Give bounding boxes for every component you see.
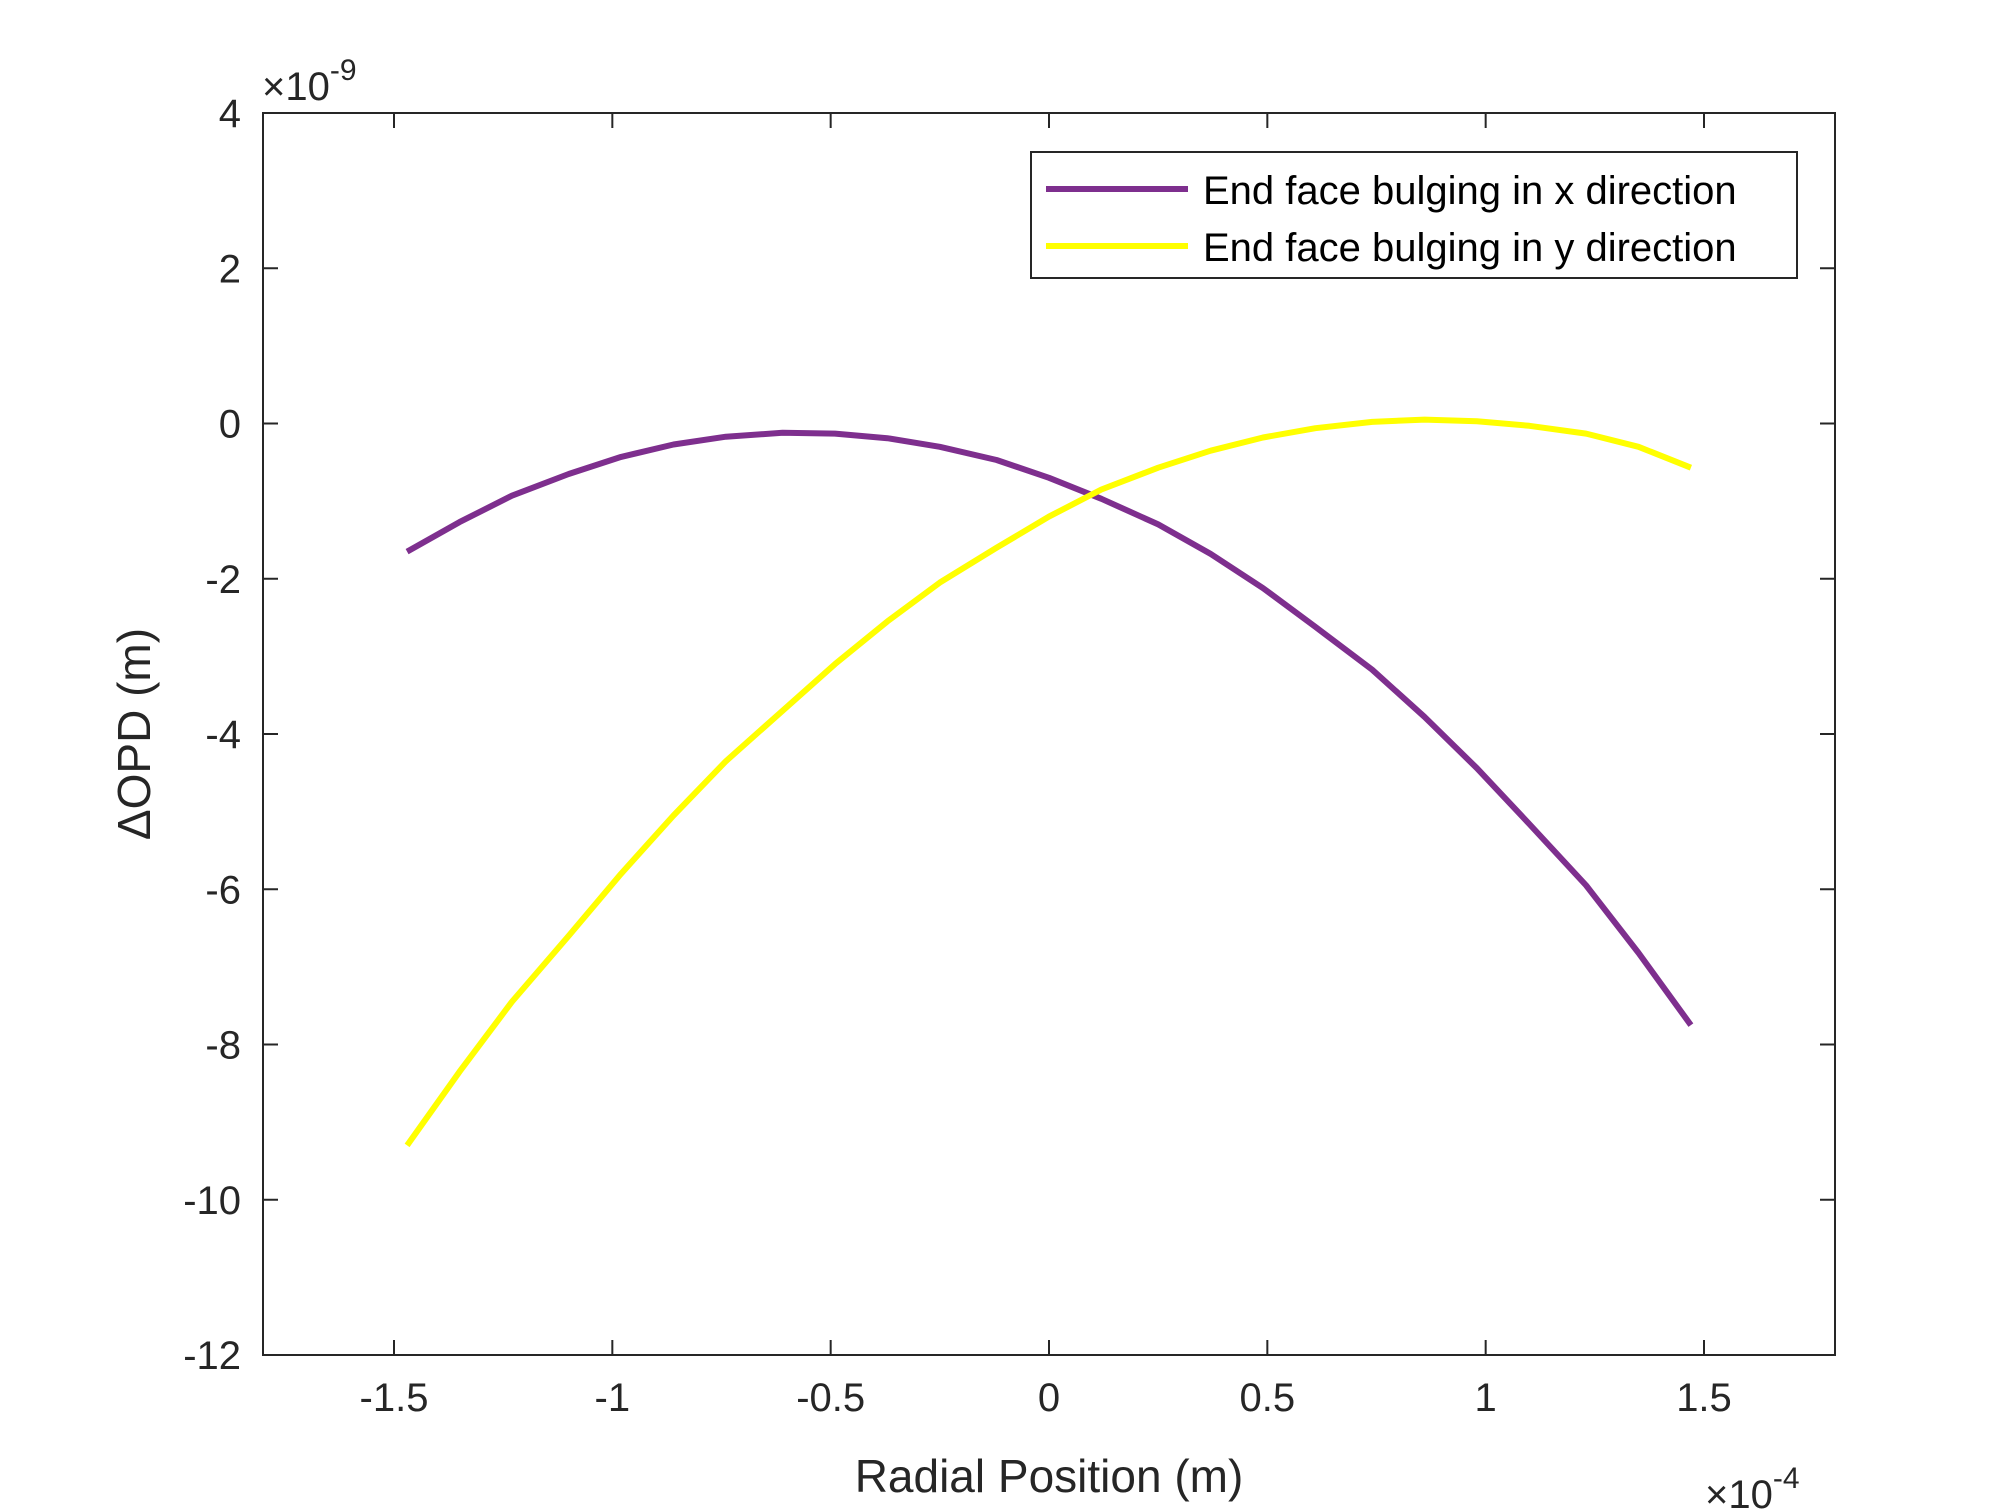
x-exponent-label: ×10-4 bbox=[1705, 1462, 1800, 1510]
y-exponent-power: -9 bbox=[330, 54, 357, 87]
x-tick-label: 0 bbox=[1038, 1376, 1060, 1420]
x-axis-title: Radial Position (m) bbox=[855, 1450, 1244, 1502]
x-axis-ticks: -1.5 -1 -0.5 0 0.5 1 1.5 bbox=[360, 113, 1732, 1420]
plot-area bbox=[263, 113, 1835, 1355]
svg-text:×10-4: ×10-4 bbox=[1705, 1462, 1800, 1510]
y-tick-label: -2 bbox=[205, 558, 241, 602]
y-axis-ticks: -12 -10 -8 -6 -4 -2 0 2 4 bbox=[183, 92, 1835, 1378]
y-tick-label: -4 bbox=[205, 713, 241, 757]
y-exponent-label: ×10-9 bbox=[262, 54, 357, 109]
y-tick-label: 4 bbox=[219, 92, 241, 136]
legend-box bbox=[1030, 151, 1798, 279]
y-tick-label: 0 bbox=[219, 403, 241, 447]
y-tick-label: 2 bbox=[219, 247, 241, 291]
y-tick-label: -6 bbox=[205, 868, 241, 912]
legend-label-x-direction: End face bulging in x direction bbox=[1203, 169, 1737, 213]
x-tick-label: -0.5 bbox=[796, 1376, 865, 1420]
legend: End face bulging in x direction End face… bbox=[1030, 151, 1798, 279]
series-line-y-direction bbox=[404, 416, 1693, 1148]
y-tick-label: -12 bbox=[183, 1334, 241, 1378]
x-tick-label: 1 bbox=[1475, 1376, 1497, 1420]
svg-text:×10-9: ×10-9 bbox=[262, 54, 357, 109]
y-tick-label: -8 bbox=[205, 1024, 241, 1068]
x-tick-label: -1 bbox=[595, 1376, 631, 1420]
x-tick-label: 1.5 bbox=[1676, 1376, 1732, 1420]
x-exponent-power: -4 bbox=[1773, 1462, 1800, 1495]
y-exponent-base: ×10 bbox=[262, 65, 330, 109]
y-tick-label: -10 bbox=[183, 1179, 241, 1223]
x-exponent-base: ×10 bbox=[1705, 1473, 1773, 1510]
series-line-x-direction bbox=[405, 429, 1694, 1027]
y-axis-title: ΔOPD (m) bbox=[108, 628, 160, 840]
x-tick-label: 0.5 bbox=[1240, 1376, 1296, 1420]
x-tick-label: -1.5 bbox=[360, 1376, 429, 1420]
series-layer bbox=[404, 416, 1694, 1148]
legend-label-y-direction: End face bulging in y direction bbox=[1203, 226, 1737, 270]
